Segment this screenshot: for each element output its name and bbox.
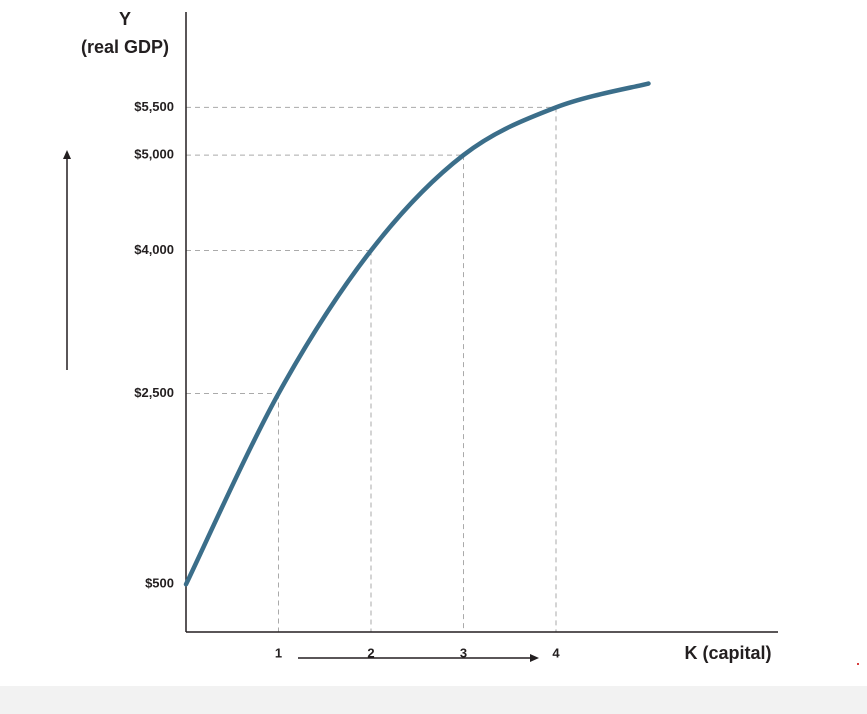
up-arrow-head	[63, 150, 71, 159]
y-tick-label: $5,500	[134, 99, 174, 114]
x-tick-label: 4	[552, 645, 560, 660]
x-tick-label: 2	[367, 645, 374, 660]
y-tick-label: $5,000	[134, 147, 174, 162]
y-axis-title: Y	[119, 9, 131, 29]
x-axis-title: K (capital)	[684, 643, 771, 663]
y-tick-label: $2,500	[134, 385, 174, 400]
y-axis-note: (real GDP)	[81, 37, 169, 57]
dot	[857, 663, 859, 665]
footer-band	[0, 686, 867, 714]
line	[183, 81, 651, 587]
right-arrow-head	[530, 654, 539, 662]
y-tick-label: $500	[145, 576, 174, 591]
y-tick-label: $4,000	[134, 242, 174, 257]
x-tick-label: 3	[460, 645, 467, 660]
x-tick-label: 1	[275, 645, 282, 660]
